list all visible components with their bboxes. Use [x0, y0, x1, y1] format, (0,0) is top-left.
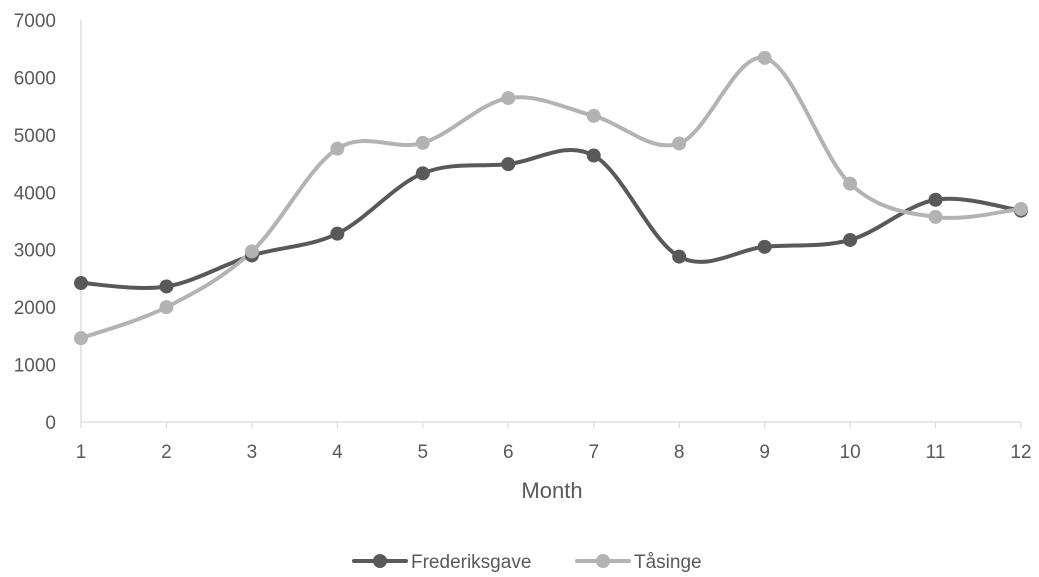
data-point-frederiksgave[interactable]: [843, 232, 858, 247]
data-point-frederiksgave[interactable]: [159, 279, 174, 294]
data-point-t-singe[interactable]: [928, 209, 943, 224]
data-point-t-singe[interactable]: [843, 176, 858, 191]
x-tick-label: 2: [161, 442, 172, 463]
data-point-t-singe[interactable]: [244, 244, 259, 259]
axes: [80, 20, 1021, 423]
x-tick-label: 10: [840, 442, 861, 463]
y-tick-label: 2000: [14, 298, 56, 319]
x-tick-label: 9: [759, 442, 770, 463]
y-axis-ticks: 0 1000 2000 3000 4000 5000 6000 7000: [14, 11, 56, 434]
y-tick-label: 1000: [14, 356, 56, 377]
x-axis-title: Month: [521, 478, 582, 503]
x-tick-label: 6: [503, 442, 514, 463]
x-tick-label: 11: [926, 442, 946, 463]
data-point-t-singe[interactable]: [672, 136, 687, 151]
x-tick-label: 8: [674, 442, 685, 463]
x-tick-label: 3: [247, 442, 258, 463]
legend[interactable]: Frederiksgave Tåsinge: [352, 552, 702, 573]
series-line-frederiksgave: [79, 148, 1023, 290]
y-tick-label: 4000: [14, 183, 56, 204]
y-tick-label: 6000: [14, 68, 56, 89]
data-point-t-singe[interactable]: [415, 135, 430, 150]
data-point-t-singe[interactable]: [74, 331, 88, 346]
x-tick-label: 12: [1010, 442, 1031, 463]
x-tick-label: 7: [588, 442, 599, 463]
data-point-t-singe[interactable]: [330, 141, 345, 156]
legend-marker-icon: [596, 554, 610, 568]
data-point-frederiksgave[interactable]: [672, 249, 687, 264]
data-point-frederiksgave[interactable]: [415, 166, 430, 181]
legend-marker-icon: [373, 554, 387, 568]
data-point-t-singe[interactable]: [501, 91, 516, 106]
data-point-frederiksgave[interactable]: [501, 157, 516, 172]
legend-label: Tåsinge: [634, 552, 702, 573]
series-lines: [79, 55, 1023, 341]
x-tick-label: 4: [332, 442, 343, 463]
y-tick-label: 7000: [14, 11, 56, 32]
y-tick-label: 0: [45, 413, 56, 434]
y-tick-label: 5000: [14, 126, 56, 147]
x-axis-ticks: 1 2 3 4 5 6 7 8 9 10 11 12: [76, 422, 1032, 463]
y-tick-label: 3000: [14, 241, 56, 262]
legend-label: Frederiksgave: [411, 552, 531, 573]
legend-item-frederiksgave[interactable]: Frederiksgave: [352, 552, 531, 573]
data-point-t-singe[interactable]: [159, 300, 174, 315]
data-point-frederiksgave[interactable]: [757, 239, 772, 254]
x-tick-label: 1: [76, 442, 87, 463]
data-point-t-singe[interactable]: [586, 108, 601, 123]
data-point-frederiksgave[interactable]: [74, 276, 88, 291]
series-line-t-singe: [79, 55, 1023, 341]
x-tick-label: 5: [418, 442, 429, 463]
data-point-frederiksgave[interactable]: [586, 148, 601, 163]
data-point-t-singe[interactable]: [1014, 201, 1028, 216]
data-point-frederiksgave[interactable]: [928, 192, 943, 207]
data-point-frederiksgave[interactable]: [330, 226, 345, 241]
series-points: [74, 50, 1028, 346]
legend-item-t-singe[interactable]: Tåsinge: [575, 552, 702, 573]
data-point-t-singe[interactable]: [757, 50, 772, 65]
